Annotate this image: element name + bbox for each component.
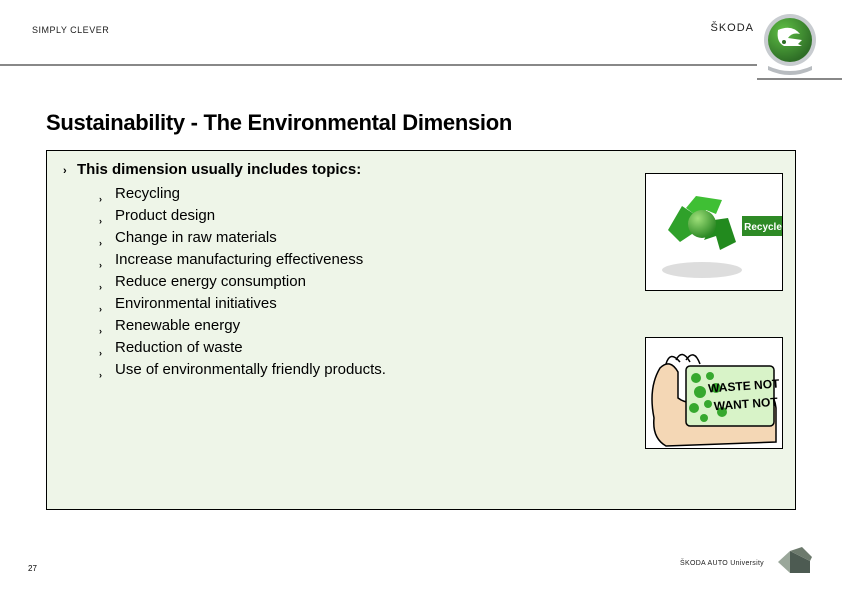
content-box: › This dimension usually includes topics… [46, 150, 796, 510]
lead-text: This dimension usually includes topics: [77, 161, 361, 178]
list-item: ›Renewable energy [99, 315, 386, 337]
header: SIMPLY CLEVER ŠKODA [0, 0, 842, 70]
tagline: SIMPLY CLEVER [32, 25, 109, 35]
footer-university: ŠKODA AUTO University [680, 560, 764, 567]
list-item-label: Recycling [115, 185, 180, 202]
slide-title: Sustainability - The Environmental Dimen… [46, 110, 512, 136]
skoda-logo [762, 12, 818, 80]
list-item-label: Reduction of waste [115, 339, 243, 356]
list-item: ›Change in raw materials [99, 227, 386, 249]
list-item-label: Change in raw materials [115, 229, 277, 246]
recycle-image: Recycle [645, 173, 783, 291]
topic-list: ›Recycling ›Product design ›Change in ra… [99, 183, 386, 381]
list-item-label: Environmental initiatives [115, 295, 277, 312]
header-divider [0, 64, 757, 66]
list-item-label: Renewable energy [115, 317, 240, 334]
list-item: ›Use of environmentally friendly product… [99, 359, 386, 381]
list-item: ›Increase manufacturing effectiveness [99, 249, 386, 271]
chevron-icon: › [99, 364, 102, 386]
recycle-label: Recycle [744, 222, 782, 233]
chevron-icon: › [63, 165, 67, 177]
page-number: 27 [28, 564, 37, 573]
list-item: ›Recycling [99, 183, 386, 205]
list-item-label: Use of environmentally friendly products… [115, 361, 386, 378]
university-logo-icon [774, 547, 814, 577]
list-item-label: Increase manufacturing effectiveness [115, 251, 363, 268]
list-item-label: Reduce energy consumption [115, 273, 306, 290]
list-item-label: Product design [115, 207, 215, 224]
waste-not-image: WASTE NOT WANT NOT [645, 337, 783, 449]
list-item: ›Product design [99, 205, 386, 227]
list-item: ›Environmental initiatives [99, 293, 386, 315]
list-item: ›Reduce energy consumption [99, 271, 386, 293]
brand-name: ŠKODA [710, 22, 754, 34]
list-item: ›Reduction of waste [99, 337, 386, 359]
